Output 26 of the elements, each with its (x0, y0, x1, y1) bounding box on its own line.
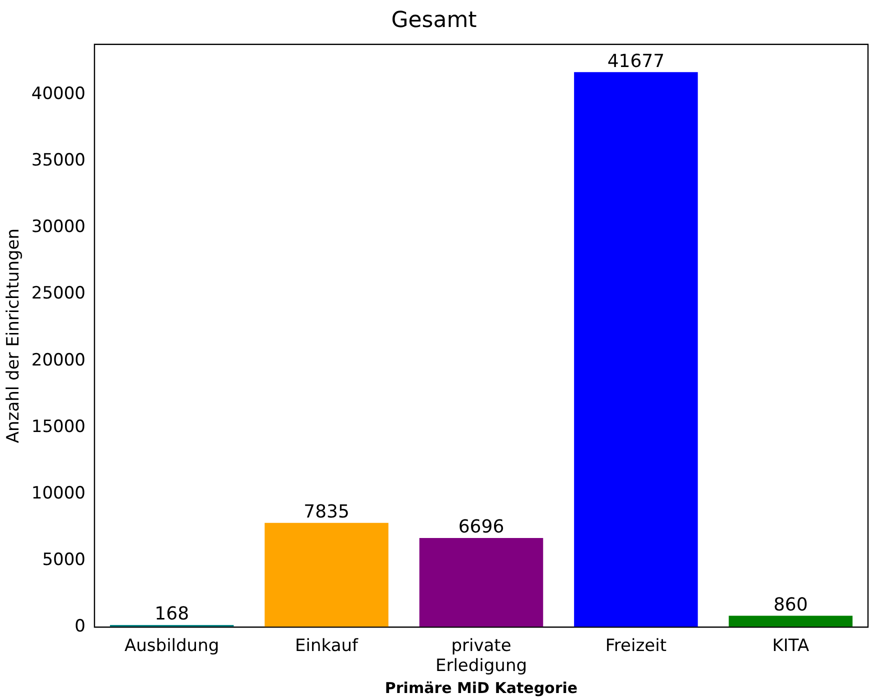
data-label: 168 (154, 604, 190, 625)
x-tick-label: Einkauf (295, 636, 360, 656)
x-tick-label: KITA (772, 636, 810, 656)
y-tick-label: 35000 (31, 150, 86, 170)
x-tick-label: Freizeit (605, 636, 667, 656)
y-tick-label: 10000 (31, 483, 86, 504)
y-tick-label: 5000 (42, 550, 86, 570)
bar (728, 616, 853, 628)
y-tick-label: 40000 (31, 84, 86, 104)
bar (419, 538, 544, 628)
data-label: 6696 (458, 516, 504, 538)
data-label: 7835 (304, 502, 350, 523)
bar (264, 522, 388, 628)
y-tick-label: 25000 (31, 284, 86, 304)
y-tick-label: 15000 (31, 416, 86, 437)
y-tick-label: 0 (74, 616, 86, 637)
x-tick-label: private Erledigung (435, 636, 528, 676)
data-label: 41677 (607, 50, 665, 72)
x-tick-label: Ausbildung (124, 636, 220, 656)
y-axis-title: Anzahl der Einrichtungen (4, 228, 24, 444)
y-tick-label: 20000 (31, 350, 86, 370)
x-axis-title: Primäre MiD Kategorie (384, 678, 578, 697)
bar (574, 72, 698, 628)
y-tick-label: 30000 (31, 217, 86, 238)
data-label: 860 (773, 594, 808, 616)
chart-title: Gesamt (391, 8, 478, 33)
